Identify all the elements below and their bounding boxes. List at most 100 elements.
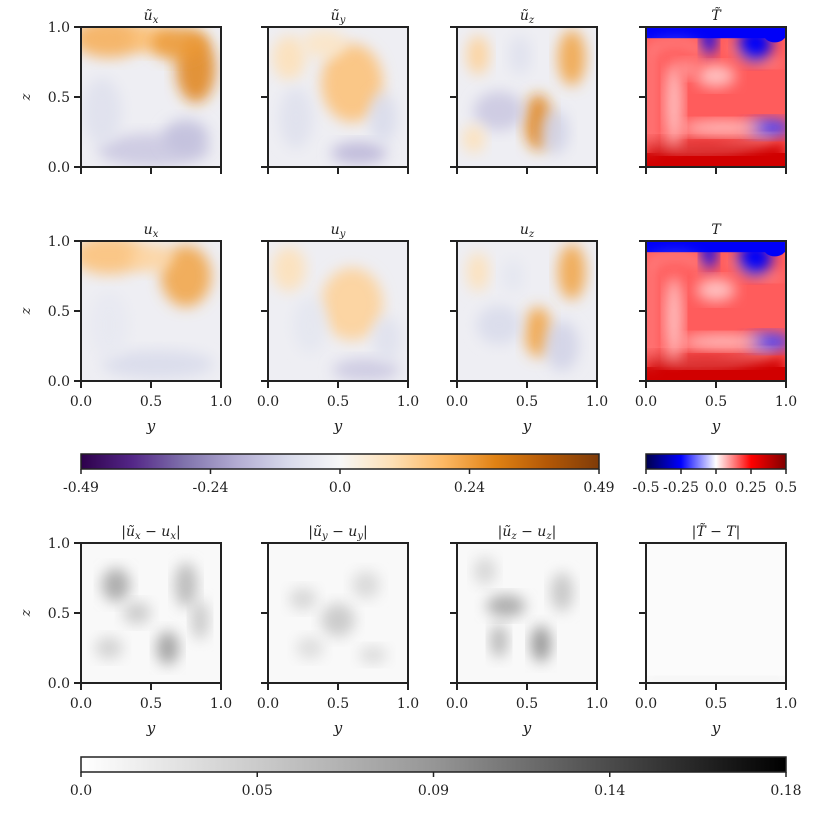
heatmap-field (646, 27, 786, 167)
y-axis-label: z (19, 609, 34, 617)
heatmap-panel: T 0.0 0.5 1.0 y (635, 222, 797, 435)
colorbar-tick-label: -0.49 (63, 480, 99, 496)
heatmap-panel: |T̃ − T| 0.0 0.5 1.0 y (635, 522, 797, 737)
panel-title: uz​ (520, 222, 535, 240)
x-tick-label: 0.5 (516, 394, 538, 410)
x-tick-label: 0.0 (635, 696, 657, 712)
heatmap-field (268, 241, 408, 381)
colorbar-tick-label: 0.05 (242, 783, 273, 799)
y-tick-label: 0.5 (48, 304, 70, 320)
colorbar-tick-label: 0.49 (583, 480, 614, 496)
x-tick-label: 0.0 (70, 696, 92, 712)
panel-title: uy​ (331, 222, 346, 240)
x-tick-label: 0.5 (140, 394, 162, 410)
x-tick-label: 1.0 (397, 394, 419, 410)
heatmap-panel: |ũz​ − uz​| 0.0 0.5 1.0 y (446, 524, 608, 737)
colorbar-tick-label: 0.09 (418, 783, 449, 799)
x-tick-label: 1.0 (775, 696, 797, 712)
y-tick-label: 0.5 (48, 606, 70, 622)
colorbar-tick-label: 0.0 (70, 783, 92, 799)
panel-title: |ũy​ − uy​| (308, 524, 367, 542)
colorbar-tick-label: 0.25 (735, 480, 766, 496)
heatmap-panel: ũz​ (450, 8, 598, 174)
x-tick-label: 1.0 (586, 394, 608, 410)
colorbar-tick-label: 0.24 (454, 480, 485, 496)
y-tick-label: 0.5 (48, 90, 70, 106)
heatmap-field (268, 27, 408, 167)
heatmap-field (81, 543, 221, 683)
panel-title: T̃ (711, 6, 722, 24)
heatmap-panel: ux​ 0.0 0.5 1.0 0.0 0.5 1.0 y z (19, 222, 232, 435)
heatmap-field (81, 241, 221, 381)
panel-title: |ũz​ − uz​| (498, 524, 557, 542)
panel-title: ux​ (144, 222, 159, 240)
y-tick-label: 0.0 (48, 374, 70, 390)
y-tick-label: 0.0 (48, 160, 70, 176)
heatmap-panel: uz​ 0.0 0.5 1.0 y (446, 222, 608, 435)
x-axis-label: y (146, 719, 156, 737)
colorbar-tick-label: 0.0 (329, 480, 351, 496)
heatmap-panel: uy​ 0.0 0.5 1.0 y (257, 222, 419, 435)
colorbar-tick-label: 0.14 (594, 783, 625, 799)
x-tick-label: 0.5 (705, 394, 727, 410)
x-tick-label: 1.0 (210, 696, 232, 712)
panel-title: |T̃ − T| (692, 522, 741, 540)
heatmap-field (646, 543, 786, 683)
x-tick-label: 0.5 (516, 696, 538, 712)
heatmap-panel: |ũy​ − uy​| 0.0 0.5 1.0 y (257, 524, 419, 737)
y-tick-label: 1.0 (48, 20, 70, 36)
x-tick-label: 1.0 (775, 394, 797, 410)
colorbar-gradient (80, 453, 600, 470)
x-axis-label: y (333, 719, 343, 737)
panel-title: T (711, 222, 722, 238)
colorbar-gradient (80, 756, 787, 773)
panel-title: ũy​ (331, 8, 346, 26)
heatmap-panel: ũy​ (261, 8, 409, 174)
panel-title: ũz​ (520, 8, 535, 26)
heatmap-panel: |ũx​ − ux​| 0.0 0.5 1.0 0.0 0.5 1.0 y z (19, 524, 232, 737)
heatmap-field (457, 543, 597, 683)
colorbar-velocity: -0.49 -0.24 0.0 0.24 0.49 (63, 453, 615, 496)
heatmap-panel: T̃ (639, 6, 787, 174)
heatmap-field (646, 241, 786, 381)
x-tick-label: 1.0 (397, 696, 419, 712)
colorbar-error: 0.0 0.05 0.09 0.14 0.18 (70, 756, 802, 799)
y-axis-label: z (19, 93, 34, 101)
heatmap-field (457, 27, 597, 167)
x-axis-label: y (711, 719, 721, 737)
heatmap-field (81, 27, 221, 167)
x-tick-label: 0.0 (446, 696, 468, 712)
x-tick-label: 0.0 (257, 394, 279, 410)
x-tick-label: 0.5 (327, 696, 349, 712)
heatmap-field (268, 543, 408, 683)
y-tick-label: 1.0 (48, 234, 70, 250)
colorbar-temperature: -0.5 -0.25 0.0 0.25 0.5 (633, 453, 797, 496)
colorbar-gradient (645, 453, 787, 470)
colorbar-tick-label: 0.0 (705, 480, 727, 496)
y-tick-label: 1.0 (48, 536, 70, 552)
x-axis-label: y (333, 417, 343, 435)
x-tick-label: 1.0 (586, 696, 608, 712)
y-tick-label: 0.0 (48, 676, 70, 692)
y-axis-label: z (19, 307, 34, 315)
panel-title: |ũx​ − ux​| (121, 524, 180, 542)
x-tick-label: 0.5 (140, 696, 162, 712)
colorbar-tick-label: 0.18 (770, 783, 801, 799)
colorbar-tick-label: -0.24 (193, 480, 229, 496)
x-tick-label: 0.0 (635, 394, 657, 410)
colorbars: -0.49 -0.24 0.0 0.24 0.49 -0.5 -0.25 0.0 0.25 0.5… (63, 453, 802, 799)
panel-grid: ũx​ 0.0 0.5 1.0 z ũy​ ũz​ T̃ ux​ 0.0 0.5 1.0 0.0 0.5 1… (19, 6, 797, 737)
x-tick-label: 1.0 (210, 394, 232, 410)
panel-title: ũx​ (144, 8, 159, 26)
x-axis-label: y (522, 719, 532, 737)
x-axis-label: y (522, 417, 532, 435)
heatmap-field (457, 241, 597, 381)
x-tick-label: 0.0 (446, 394, 468, 410)
heatmap-panel: ũx​ 0.0 0.5 1.0 z (19, 8, 222, 176)
x-tick-label: 0.5 (705, 696, 727, 712)
colorbar-tick-label: -0.25 (663, 480, 699, 496)
x-axis-label: y (146, 417, 156, 435)
x-tick-label: 0.0 (257, 696, 279, 712)
x-tick-label: 0.0 (70, 394, 92, 410)
